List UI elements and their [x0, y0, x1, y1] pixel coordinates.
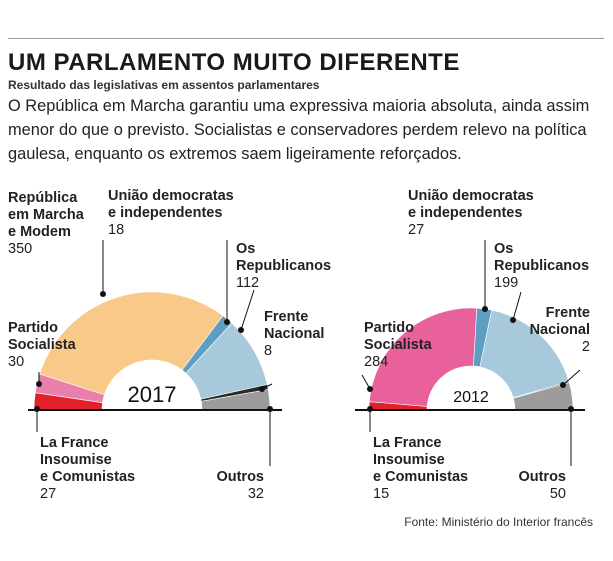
label-2017-lr: Os Republicanos 112: [236, 241, 331, 292]
label-2012-lr: Os Republicanos 199: [494, 241, 589, 292]
segment-2017-lrem: [39, 291, 224, 396]
label-2017-ps: Partido Socialista 30: [8, 320, 76, 371]
label-2012-ps-line1: Partido: [364, 320, 414, 336]
page-title: UM PARLAMENTO MUITO DIFERENTE: [8, 49, 460, 76]
label-2017-fn-line1: Frente: [264, 309, 309, 325]
label-2012-lr-line2: Republicanos: [494, 258, 590, 274]
label-2012-udi-line2: e independentes: [408, 205, 523, 221]
label-2012-lfi-line3: e Comunistas: [373, 469, 469, 485]
label-2017-udi-line1: União democratas: [108, 188, 234, 204]
leader-dot-2017-lrem: [100, 291, 106, 297]
label-2012-outros-line1: Outros: [518, 469, 566, 485]
label-2017-outros-value: 32: [247, 486, 264, 502]
label-2017-lrem: República em Marcha e Modem 350: [8, 190, 84, 258]
label-2012-ps-line2: Socialista: [364, 337, 432, 353]
label-2012-ps-value: 284: [364, 354, 389, 370]
lead-paragraph: O República em Marcha garantiu uma expre…: [8, 97, 590, 163]
label-2017-lfi-line1: La France: [40, 435, 109, 451]
segment-2012-lr: [479, 309, 570, 399]
label-2012-lfi-line1: La France: [373, 435, 442, 451]
label-2012-fn-line1: Frente: [545, 305, 590, 321]
label-2017-ps-value: 30: [8, 354, 25, 370]
leader-2012-fn: [562, 369, 581, 386]
label-2017-outros: Outros 32: [200, 469, 264, 503]
label-2017-lr-line1: Os: [236, 241, 256, 257]
label-2012-outros: Outros 50: [500, 469, 566, 503]
label-2017-ps-line1: Partido: [8, 320, 58, 336]
label-2012-fn-value: 2: [581, 339, 590, 355]
label-2012-udi-line1: União democratas: [408, 188, 534, 204]
leader-dot-2012-ps: [367, 386, 373, 392]
label-2012-udi-value: 27: [408, 222, 425, 238]
label-2017-fn: Frente Nacional 8: [264, 309, 324, 360]
label-2012-lfi-line2: Insoumise: [373, 452, 445, 468]
segment-2012-ps: [369, 307, 478, 407]
label-2017-lrem-line1: República: [8, 190, 78, 206]
label-2017-lrem-line2: em Marcha: [8, 207, 84, 223]
label-2017-lr-line2: Republicanos: [236, 258, 332, 274]
label-2017-lr-value: 112: [236, 275, 260, 291]
label-2017-lrem-line3: e Modem: [8, 224, 71, 240]
label-2017-udi-line2: e independentes: [108, 205, 223, 221]
leader-dot-2017-lr: [238, 327, 244, 333]
label-2017-fn-line2: Nacional: [264, 326, 325, 342]
top-rule: [8, 38, 604, 39]
leader-dot-2017-ps: [36, 381, 42, 387]
label-2017-lfi: La France Insoumise e Comunistas 27: [40, 435, 135, 503]
label-2017-fn-value: 8: [264, 343, 273, 359]
leader-dot-2012-outros: [568, 406, 574, 412]
center-year-2012: 2012: [453, 389, 489, 406]
label-2017-ps-line2: Socialista: [8, 337, 76, 353]
label-2012-lr-line1: Os: [494, 241, 514, 257]
label-2012-udi: União democratas e independentes 27: [408, 188, 534, 239]
leader-2017-lr: [240, 289, 255, 331]
page-subtitle: Resultado das legislativas em assentos p…: [8, 78, 320, 92]
leader-dot-2012-lfi: [367, 406, 373, 412]
label-2017-lfi-value: 27: [40, 486, 57, 502]
source-note: Fonte: Ministério do Interior francês: [404, 515, 593, 529]
leader-dot-2017-outros: [267, 406, 273, 412]
label-2012-fn-line2: Nacional: [529, 322, 590, 338]
label-2017-lfi-line3: e Comunistas: [40, 469, 136, 485]
label-2017-outros-line1: Outros: [216, 469, 264, 485]
label-2012-lfi-value: 15: [373, 486, 390, 502]
leader-dot-2012-lr: [510, 317, 516, 323]
leader-dot-2012-fn: [560, 382, 566, 388]
center-year-2017: 2017: [128, 382, 177, 407]
label-2012-lr-value: 199: [494, 275, 519, 291]
label-2012-outros-value: 50: [549, 486, 566, 502]
label-2012-ps: Partido Socialista 284: [364, 320, 432, 371]
label-2012-lfi: La France Insoumise e Comunistas 15: [373, 435, 468, 503]
label-2017-lfi-line2: Insoumise: [40, 452, 112, 468]
leader-dot-2017-udi: [224, 319, 230, 325]
label-2017-udi: União democratas e independentes 18: [108, 188, 234, 239]
label-2017-lrem-value: 350: [8, 241, 33, 257]
leader-2012-lr: [512, 291, 522, 321]
label-2017-udi-value: 18: [108, 222, 125, 238]
leader-dot-2017-fn: [259, 386, 265, 392]
label-2012-fn: Frente Nacional 2: [508, 305, 590, 356]
leader-dot-2012-udi: [482, 306, 488, 312]
leader-dot-2017-lfi: [34, 406, 40, 412]
